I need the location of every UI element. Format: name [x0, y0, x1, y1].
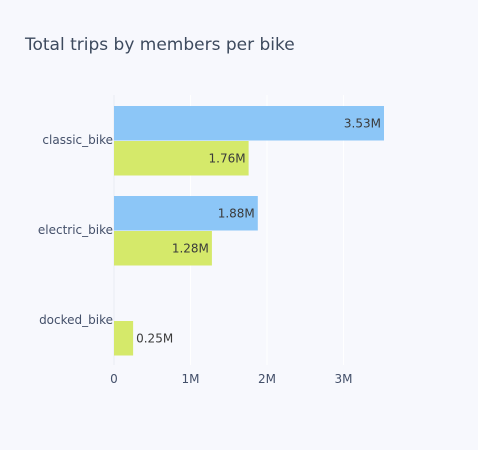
y-tick-label: classic_bike: [42, 133, 113, 147]
bar: [114, 321, 134, 356]
x-tick-label: 2M: [258, 372, 276, 386]
data-label: 3.53M: [344, 117, 381, 131]
data-label: 1.76M: [209, 152, 246, 166]
chart-title: Total trips by members per bike: [24, 35, 295, 55]
axis-layer: 0 1M 2M 3M classic_bike electric_bike docked_b…: [38, 133, 353, 386]
data-label: 0.25M: [136, 332, 173, 346]
data-label: 1.88M: [218, 207, 255, 221]
bar: [114, 231, 212, 266]
data-label-layer: 3.53M 1.76M 1.88M 1.28M 0.25M: [136, 117, 381, 346]
bar-layer: [114, 106, 384, 356]
bar: [114, 141, 249, 176]
x-tick-label: 1M: [181, 372, 199, 386]
y-tick-label: docked_bike: [39, 313, 113, 327]
x-tick-label: 3M: [334, 372, 352, 386]
y-tick-label: electric_bike: [38, 223, 113, 237]
bar: [114, 106, 384, 141]
bar: [114, 196, 258, 231]
data-label: 1.28M: [172, 242, 209, 256]
x-tick-label: 0: [110, 372, 118, 386]
